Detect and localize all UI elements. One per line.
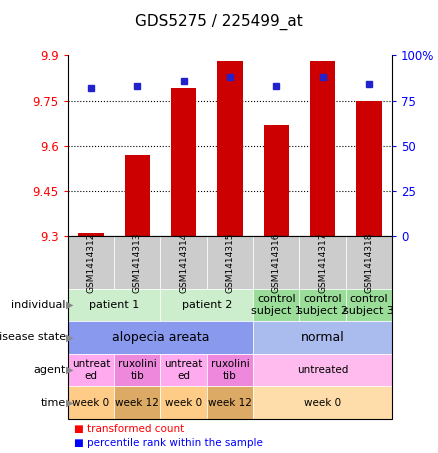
Text: GSM1414316: GSM1414316 xyxy=(272,232,281,293)
Bar xyxy=(264,125,289,236)
Bar xyxy=(78,233,104,236)
Bar xyxy=(217,61,243,236)
Text: ▶: ▶ xyxy=(66,365,74,375)
Text: week 12: week 12 xyxy=(208,398,252,408)
Text: ■ percentile rank within the sample: ■ percentile rank within the sample xyxy=(74,439,263,448)
Text: alopecia areata: alopecia areata xyxy=(112,331,209,344)
Text: control
subject 2: control subject 2 xyxy=(297,294,348,316)
Text: individual: individual xyxy=(11,300,66,310)
Text: GSM1414312: GSM1414312 xyxy=(87,232,95,293)
Text: week 12: week 12 xyxy=(115,398,159,408)
Text: GSM1414313: GSM1414313 xyxy=(133,232,142,293)
Text: time: time xyxy=(40,398,66,408)
Bar xyxy=(124,155,150,236)
Text: ▶: ▶ xyxy=(66,398,74,408)
Text: normal: normal xyxy=(300,331,344,344)
Bar xyxy=(356,101,381,236)
Bar xyxy=(310,61,335,236)
Text: ▶: ▶ xyxy=(66,333,74,342)
Text: untreat
ed: untreat ed xyxy=(72,359,110,381)
Text: week 0: week 0 xyxy=(165,398,202,408)
Text: ▶: ▶ xyxy=(66,300,74,310)
Text: GSM1414315: GSM1414315 xyxy=(226,232,234,293)
Text: patient 2: patient 2 xyxy=(182,300,232,310)
Text: disease state: disease state xyxy=(0,333,66,342)
Text: agent: agent xyxy=(33,365,66,375)
Text: untreat
ed: untreat ed xyxy=(164,359,203,381)
Text: week 0: week 0 xyxy=(304,398,341,408)
Text: ruxolini
tib: ruxolini tib xyxy=(211,359,249,381)
Text: untreated: untreated xyxy=(297,365,348,375)
Text: ruxolini
tib: ruxolini tib xyxy=(118,359,157,381)
Text: GSM1414314: GSM1414314 xyxy=(179,232,188,293)
Text: ■ transformed count: ■ transformed count xyxy=(74,424,185,434)
Text: control
subject 1: control subject 1 xyxy=(251,294,302,316)
Text: GDS5275 / 225499_at: GDS5275 / 225499_at xyxy=(135,14,303,30)
Bar xyxy=(171,88,196,236)
Text: GSM1414317: GSM1414317 xyxy=(318,232,327,293)
Text: patient 1: patient 1 xyxy=(89,300,139,310)
Text: control
subject 3: control subject 3 xyxy=(343,294,394,316)
Text: week 0: week 0 xyxy=(72,398,110,408)
Text: GSM1414318: GSM1414318 xyxy=(364,232,373,293)
